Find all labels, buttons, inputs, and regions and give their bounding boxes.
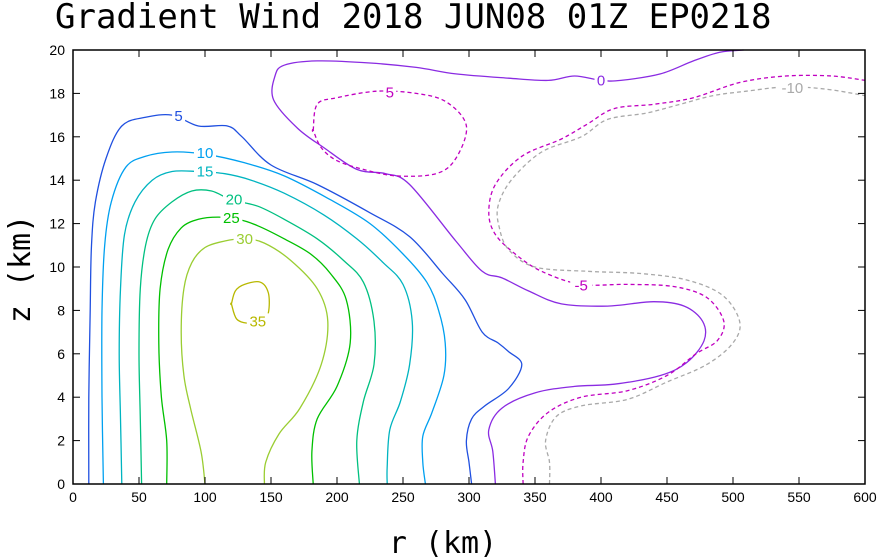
contour-label: 15: [197, 164, 214, 181]
contour-label: 25: [223, 210, 240, 227]
x-tick-label: 150: [259, 489, 283, 505]
contour-label: 0: [597, 72, 605, 89]
x-axis-ticks: 0 50 100 150 200 250 300 350 400 450 500 550 600: [69, 50, 877, 505]
y-axis-title: z (km): [3, 215, 38, 323]
contour-label-bg: [383, 84, 397, 101]
contour-label-bg: [776, 80, 808, 96]
x-tick-label: 100: [193, 489, 217, 505]
contour-line-4: [118, 170, 414, 485]
y-tick-label: 2: [57, 433, 65, 449]
y-tick-label: 12: [49, 216, 65, 232]
y-tick-label: 20: [49, 42, 65, 58]
contour-label: 35: [249, 313, 266, 330]
x-tick-label: 350: [523, 489, 547, 505]
x-tick-label: 600: [853, 489, 877, 505]
x-tick-label: 50: [131, 489, 147, 505]
contour-label-bg: [220, 210, 243, 227]
contour-label-bg: [223, 191, 245, 208]
contour-line-9: [488, 74, 866, 485]
contour-layer: [88, 49, 866, 485]
x-tick-label: 300: [457, 489, 481, 505]
contour-label-bg: [246, 313, 269, 330]
contour-label: 5: [386, 84, 394, 101]
contour-label-bg: [570, 277, 593, 294]
contour-label: 10: [197, 145, 214, 162]
contour-label-bg: [594, 72, 608, 89]
contour-label: -5: [575, 277, 588, 294]
contour-label-bg: [233, 230, 256, 247]
contour-label: 30: [236, 231, 253, 248]
x-tick-label: 500: [721, 489, 745, 505]
contour-label-bg: [172, 108, 186, 125]
x-tick-label: 200: [325, 489, 349, 505]
contour-label-bg: [194, 163, 216, 180]
contour-line-10: [496, 86, 866, 485]
y-tick-label: 16: [49, 129, 65, 145]
y-tick-label: 10: [49, 259, 65, 275]
y-tick-label: 6: [57, 346, 65, 362]
contour-line-2: [158, 216, 352, 485]
y-tick-label: 8: [57, 302, 65, 318]
x-tick-label: 250: [391, 489, 415, 505]
x-tick-label: 450: [655, 489, 679, 505]
y-tick-label: 0: [57, 476, 65, 492]
x-tick-label: 0: [69, 489, 77, 505]
contour-line-8: [311, 90, 468, 177]
contour-line-3: [138, 189, 376, 485]
contour-label: 20: [226, 192, 243, 209]
x-tick-label: 400: [589, 489, 613, 505]
y-tick-label: 4: [57, 389, 65, 405]
contour-line-7: [271, 49, 744, 485]
x-axis-title: r (km): [389, 526, 497, 560]
chart-title: Gradient Wind 2018 JUN08 01Z EP0218: [55, 0, 771, 37]
contour-line-6: [88, 113, 523, 485]
contour-label-bg: [194, 145, 216, 162]
contour-label: 5: [174, 108, 182, 125]
plot-frame: [72, 49, 866, 485]
contour-line-5: [101, 151, 447, 485]
y-axis-ticks: 0 2 4 6 8 10 12 14 16 18 20: [49, 42, 865, 492]
y-tick-label: 14: [49, 172, 65, 188]
contour-line-1: [180, 238, 329, 485]
contour-line-0: [230, 281, 270, 326]
y-tick-label: 18: [49, 85, 65, 101]
x-tick-label: 550: [787, 489, 811, 505]
contour-label: -10: [782, 80, 804, 97]
